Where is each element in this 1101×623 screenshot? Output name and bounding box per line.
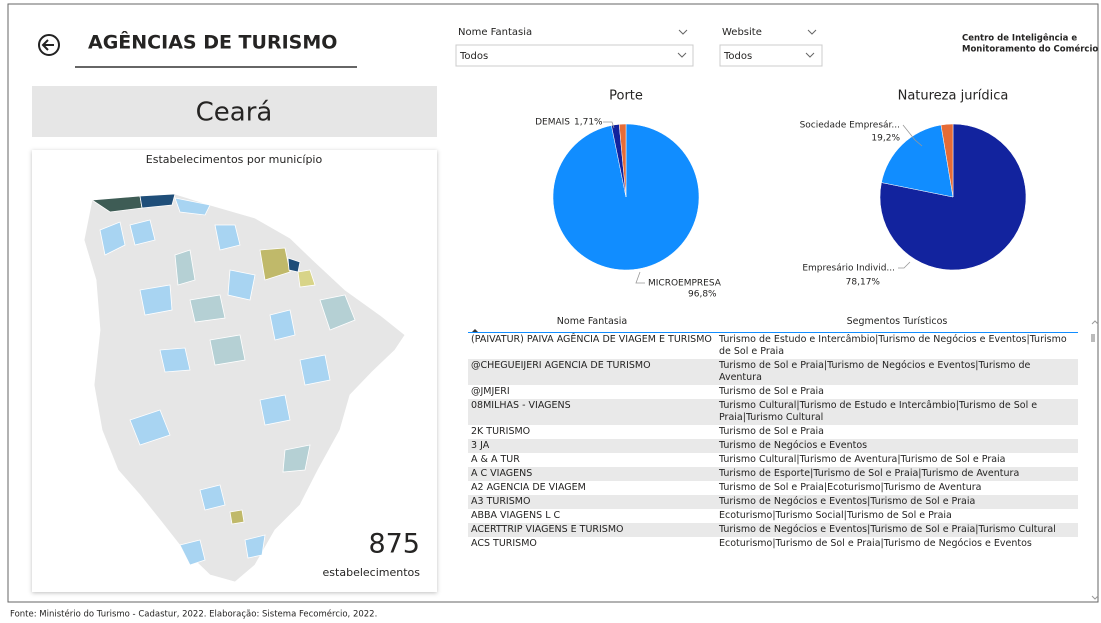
kpi-value: 875 — [368, 529, 420, 560]
slice-label: MICROEMPRESA — [648, 279, 722, 289]
table-row[interactable]: A & A TUR Turismo Cultural|Turismo de Ave… — [468, 453, 1078, 467]
table-cell: A3 TURISMO — [468, 495, 716, 509]
table-row[interactable]: A2 AGENCIA DE VIAGEM Turismo de Sol e Pra… — [468, 481, 1078, 495]
scroll-down[interactable] — [1091, 595, 1099, 600]
chart-title: Natureza jurídica — [898, 89, 1009, 104]
pie-slice — [940, 123, 954, 198]
logo-text: Centro de Inteligência e — [962, 33, 1077, 44]
table-cell: A2 AGENCIA DE VIAGEM — [471, 482, 586, 493]
table-row[interactable]: (PAIVATUR) PAIVA AGÊNCIA DE VIAGEM E TUR… — [468, 333, 1078, 360]
table-row[interactable]: 08MILHAS - VIAGENS Turismo Cultural|Turis… — [468, 399, 1078, 425]
frame — [7, 3, 1099, 603]
slice-value: 1,71% — [574, 118, 603, 128]
table-cell: @CHEGUEIJERI AGENCIA DE TURISMO — [468, 359, 716, 385]
table-cell: Turismo de Sol e Praia|Ecoturismo|Turism… — [719, 482, 982, 493]
pie-slice — [881, 124, 954, 198]
table-cell: 2K TURISMO — [471, 426, 531, 437]
table-cell: Turismo de Sol e Praia — [719, 386, 824, 397]
slice-value: 19,2% — [871, 134, 900, 144]
page-title: AGÊNCIAS DE TURISMO — [88, 31, 337, 54]
map — [83, 193, 406, 583]
filter-value: Todos — [459, 51, 488, 62]
table-cell: Ecoturismo|Turismo de Sol e Praia|Turism… — [719, 538, 1032, 549]
table-cell: Ecoturismo|Turismo Social|Turismo de Sol… — [719, 510, 952, 521]
kpi-label: estabelecimentos — [323, 566, 421, 579]
table-cell: (PAIVATUR) PAIVA AGÊNCIA DE VIAGEM E TUR… — [471, 334, 712, 345]
slice-label: DEMAIS — [535, 118, 570, 128]
state-name: Ceará — [196, 98, 273, 128]
table-cell: 3 JA — [468, 439, 716, 453]
back-button[interactable] — [38, 34, 60, 56]
filter-nome[interactable]: Nome Fantasia Todos — [455, 27, 694, 67]
table-cell: Turismo Cultural|Turismo de Estudo e Int… — [716, 399, 1078, 425]
table-row[interactable]: ABBA VIAGENS L C Ecoturismo|Turismo Socia… — [468, 509, 1078, 523]
filter-website[interactable]: Website Todos — [719, 27, 823, 67]
table-grid: Nome Fantasia Segmentos Turísticos (PAIV… — [468, 313, 1078, 551]
table-cell: Turismo de Sol e Praia|Turismo de Negóci… — [716, 359, 1078, 385]
table-cell: Turismo de Esporte|Turismo de Sol e Prai… — [716, 467, 1078, 481]
table-cell: Turismo de Sol e Praia — [719, 426, 824, 437]
filter-value: Todos — [723, 51, 752, 62]
scroll-up[interactable] — [1092, 321, 1098, 597]
table-cell: A C VIAGENS — [468, 467, 716, 481]
state-box — [32, 86, 437, 137]
table-cell: Turismo de Estudo e Intercâmbio|Turismo … — [719, 334, 1067, 357]
logo-text: Monitoramento do Comércio — [962, 44, 1098, 55]
table-row[interactable]: @JMJERI Turismo de Sol e Praia — [468, 385, 1078, 399]
leader-line — [902, 124, 923, 147]
slice-label: Sociedade Empresár... — [800, 121, 900, 131]
filter-label: Nome Fantasia — [458, 27, 532, 38]
table-cell: Turismo de Negócios e Eventos|Turismo de… — [716, 495, 1078, 509]
chart-title: Porte — [609, 89, 643, 104]
pie-slice — [879, 123, 1027, 271]
table-cell: ACERTTRIP VIAGENS E TURISMO — [468, 523, 716, 537]
table-cell: @JMJERI — [471, 386, 510, 397]
slice-value: 78,17% — [846, 278, 881, 288]
pie-slice — [618, 123, 627, 198]
table-row[interactable]: A3 TURISMO Turismo de Negócios e Eventos|… — [468, 495, 1078, 509]
filter-label: Website — [722, 27, 762, 38]
scrollbar-thumb[interactable] — [1091, 334, 1095, 342]
leader-line — [635, 271, 645, 284]
table-cell: Turismo Cultural|Turismo de Aventura|Tur… — [719, 454, 1006, 465]
leader-line — [898, 261, 911, 269]
table-cell: 08MILHAS - VIAGENS — [468, 399, 716, 425]
column-header[interactable]: Segmentos Turísticos — [716, 313, 1078, 333]
table-row[interactable]: 3 JA Turismo de Negócios e Eventos — [468, 439, 1078, 453]
footer: Fonte: Ministério do Turismo - Cadastur,… — [10, 609, 377, 620]
table-cell: ACS TURISMO — [471, 538, 537, 549]
table-cell: ABBA VIAGENS L C — [471, 510, 561, 521]
map-title: Estabelecimentos por município — [146, 153, 323, 166]
table-row[interactable]: A C VIAGENS Turismo de Esporte|Turismo de… — [468, 467, 1078, 481]
pie-slice — [552, 123, 700, 271]
table-row[interactable]: ACERTTRIP VIAGENS E TURISMO Turismo de Ne… — [468, 523, 1078, 537]
table-row[interactable]: 2K TURISMO Turismo de Sol e Praia — [468, 425, 1078, 439]
column-header[interactable]: Nome Fantasia — [468, 313, 716, 333]
table-row[interactable]: @CHEGUEIJERI AGENCIA DE TURISMO Turismo d… — [468, 359, 1078, 385]
leader-line — [603, 121, 615, 129]
slice-label: Empresário Individ... — [802, 264, 895, 274]
table-cell: Turismo de Negócios e Eventos — [716, 439, 1078, 453]
table-cell: A & A TUR — [471, 454, 520, 465]
table-cell: Turismo de Negócios e Eventos|Turismo de… — [716, 523, 1078, 537]
table-row[interactable]: ACS TURISMO Ecoturismo|Turismo de Sol e P… — [468, 537, 1078, 551]
table: Nome Fantasia Segmentos Turísticos (PAIV… — [468, 313, 1086, 591]
slice-value: 96,8% — [688, 290, 717, 300]
